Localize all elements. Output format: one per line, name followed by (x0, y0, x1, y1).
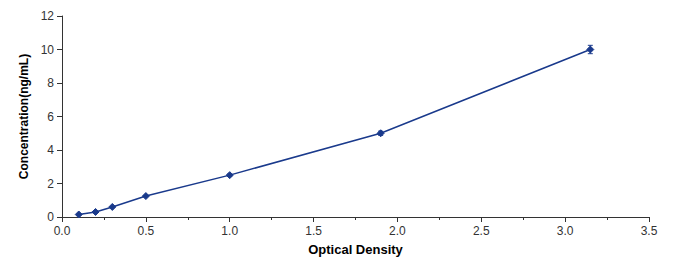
svg-text:1.0: 1.0 (221, 224, 238, 238)
svg-text:2: 2 (47, 177, 54, 191)
svg-text:0.5: 0.5 (138, 224, 155, 238)
svg-text:Concentration(ng/mL): Concentration(ng/mL) (17, 54, 31, 179)
svg-text:0.0: 0.0 (54, 224, 71, 238)
svg-text:1.5: 1.5 (305, 224, 322, 238)
svg-text:12: 12 (41, 9, 55, 23)
svg-text:6: 6 (47, 110, 54, 124)
svg-text:Optical Density: Optical Density (308, 242, 403, 257)
svg-text:0: 0 (47, 210, 54, 224)
svg-text:10: 10 (41, 43, 55, 57)
svg-text:3.0: 3.0 (557, 224, 574, 238)
svg-text:4: 4 (47, 143, 54, 157)
svg-text:2.0: 2.0 (389, 224, 406, 238)
svg-text:2.5: 2.5 (473, 224, 490, 238)
svg-text:8: 8 (47, 76, 54, 90)
svg-text:3.5: 3.5 (641, 224, 658, 238)
